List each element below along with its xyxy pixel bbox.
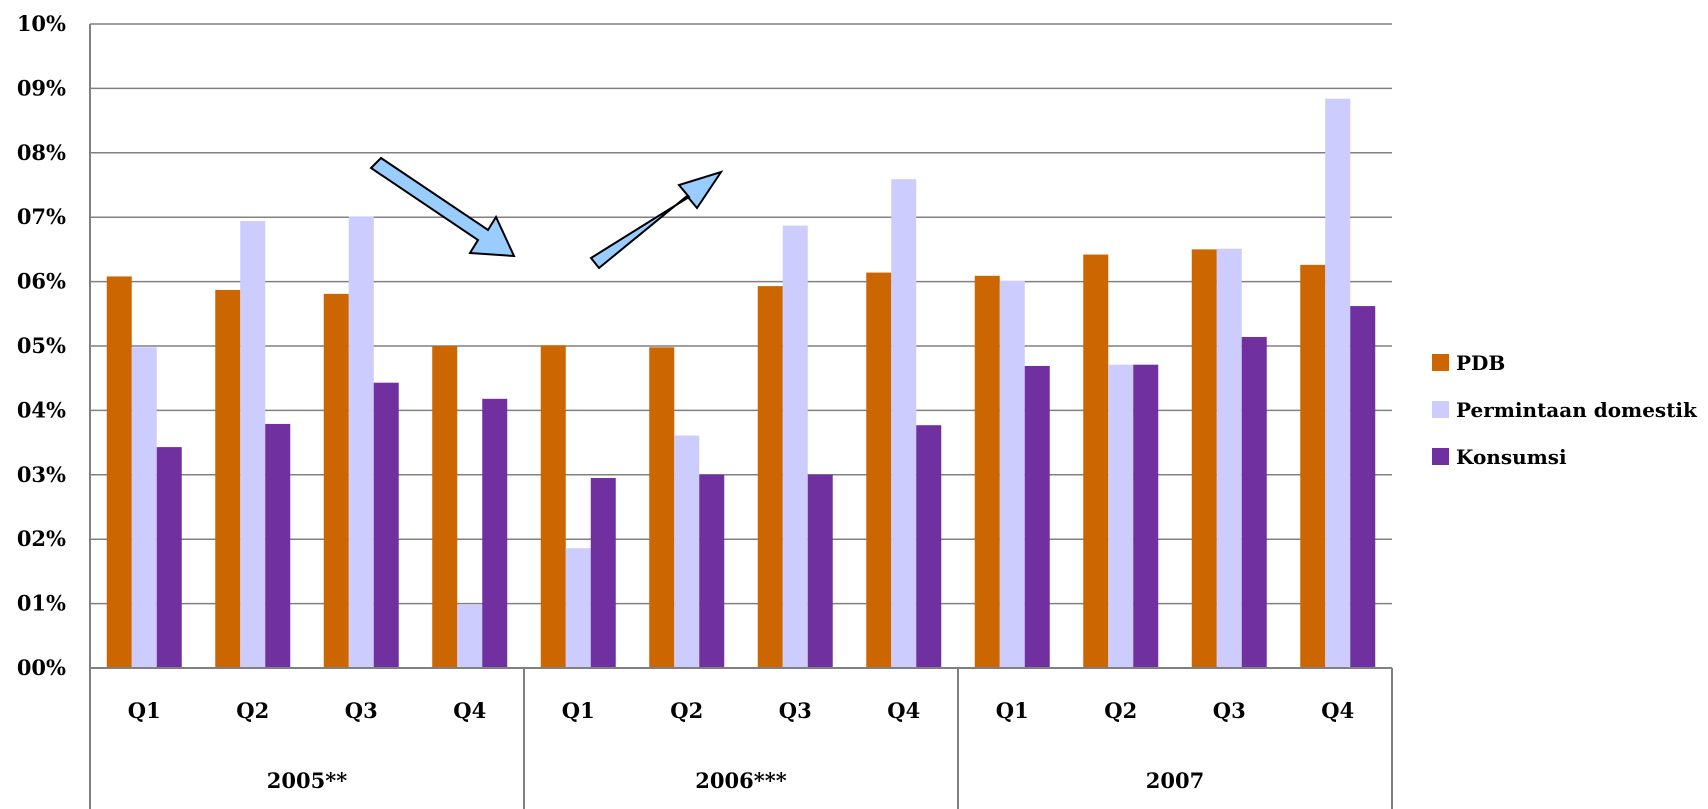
bar-permintaan-domestik [1325, 98, 1351, 669]
quarter-label: Q1 [996, 698, 1029, 723]
year-label: 2005** [267, 768, 347, 793]
y-tick-label: 05% [17, 333, 66, 358]
y-tick-label: 04% [17, 397, 66, 422]
arrow-down-right-icon [369, 156, 516, 258]
y-tick-label: 00% [17, 655, 66, 680]
y-tick-label: 10% [17, 11, 66, 36]
bar-permintaan-domestik [891, 179, 917, 669]
bar-permintaan-domestik [1216, 248, 1242, 669]
legend-label-pdb: PDB [1456, 351, 1505, 375]
bar-pdb [106, 276, 132, 668]
bar-pdb [649, 347, 675, 668]
bar-pdb [1300, 264, 1326, 668]
bar-konsumsi [1241, 336, 1267, 668]
quarter-label: Q2 [1104, 698, 1137, 723]
bar-konsumsi [699, 474, 725, 668]
bar-konsumsi [916, 425, 942, 668]
legend-swatch-pdb [1432, 354, 1449, 371]
bar-konsumsi [373, 382, 399, 668]
y-tick-label: 08% [17, 140, 66, 165]
y-tick-label: 09% [17, 75, 66, 100]
bar-pdb [1191, 249, 1217, 668]
quarter-label: Q3 [779, 698, 812, 723]
quarter-label: Q4 [887, 698, 920, 723]
legend: PDB Permintaan domestik Konsumsi [1432, 351, 1698, 469]
bar-pdb [757, 286, 783, 668]
bar-permintaan-domestik [674, 435, 700, 668]
bar-konsumsi [1024, 365, 1050, 668]
bar-permintaan-domestik [782, 225, 808, 668]
bar-pdb [540, 345, 566, 668]
bar-pdb [866, 272, 892, 668]
arrow-up-right-icon [589, 170, 724, 270]
y-tick-label: 06% [17, 269, 66, 294]
bar-konsumsi [1350, 306, 1376, 668]
bar-permintaan-domestik [240, 221, 266, 668]
quarter-label: Q2 [236, 698, 269, 723]
bar-pdb [323, 293, 349, 668]
gridlines [90, 23, 1392, 605]
quarter-label: Q3 [1213, 698, 1246, 723]
year-label: 2006*** [695, 768, 786, 793]
bar-permintaan-domestik [565, 548, 591, 668]
quarter-label: Q4 [453, 698, 486, 723]
legend-swatch-permintaan-domestik [1432, 401, 1449, 418]
quarter-label: Q4 [1321, 698, 1354, 723]
bar-pdb [974, 275, 1000, 668]
legend-label-permintaan-domestik: Permintaan domestik [1456, 398, 1698, 422]
bar-pdb [215, 289, 241, 668]
bar-konsumsi [1133, 364, 1159, 668]
axes [89, 24, 1393, 809]
bar-konsumsi [156, 447, 182, 668]
quarter-label: Q2 [670, 698, 703, 723]
legend-label-konsumsi: Konsumsi [1456, 445, 1567, 469]
bar-konsumsi [807, 474, 833, 668]
year-label: 2007 [1146, 768, 1204, 793]
legend-swatch-konsumsi [1432, 448, 1449, 465]
y-axis-ticks: 00% 01% 02% 03% 04% 05% 06% 07% 08% 09% 10% [17, 11, 66, 680]
category-axis: Q1 Q2 Q3 Q4 2005** Q1 Q2 Q3 Q4 2006*** Q1 Q2 Q3 Q4 200… [128, 698, 1354, 793]
y-tick-label: 02% [17, 526, 66, 551]
bar-permintaan-domestik [348, 216, 374, 668]
bar-permintaan-domestik [999, 280, 1025, 668]
bar-permintaan-domestik [131, 347, 157, 668]
bar-konsumsi [590, 478, 616, 668]
bar-pdb [432, 346, 458, 668]
bar-konsumsi [482, 398, 508, 668]
bars [106, 98, 1376, 669]
quarter-label: Q1 [128, 698, 161, 723]
trend-arrows [369, 156, 724, 270]
bar-permintaan-domestik [457, 604, 483, 668]
y-tick-label: 07% [17, 204, 66, 229]
y-tick-label: 03% [17, 462, 66, 487]
quarter-label: Q1 [562, 698, 595, 723]
bar-pdb [1083, 254, 1109, 668]
y-tick-label: 01% [17, 591, 66, 616]
bar-permintaan-domestik [1108, 364, 1134, 668]
quarter-label: Q3 [345, 698, 378, 723]
bar-konsumsi [265, 423, 291, 668]
